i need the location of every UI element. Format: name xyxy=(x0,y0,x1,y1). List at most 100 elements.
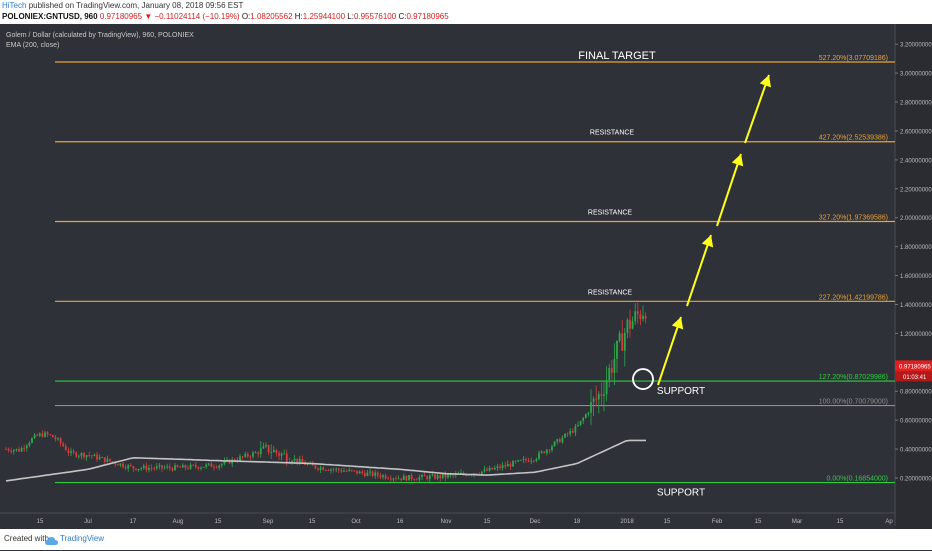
candle-body xyxy=(595,398,598,400)
candle-body xyxy=(535,458,538,461)
candle-body xyxy=(361,471,364,474)
candle-body xyxy=(506,464,509,467)
candle-body xyxy=(408,475,410,481)
candle-body xyxy=(405,475,408,481)
y-tick-label: 1.60000000 xyxy=(900,274,932,280)
candle-body xyxy=(202,466,205,468)
x-tick-label: Aug xyxy=(173,519,184,525)
candle-body xyxy=(93,454,96,457)
candle-body xyxy=(15,448,18,451)
candle-body xyxy=(421,474,423,478)
candle-body xyxy=(252,452,254,457)
x-tick-label: 16 xyxy=(397,519,404,525)
candle-body xyxy=(20,448,23,452)
ohlc-info: POLONIEX:GNTUSD, 960 0.97180965 ▼ −0.110… xyxy=(2,12,449,21)
candle-body xyxy=(527,460,530,462)
fib-level-label: 327.20%(1.97369586) xyxy=(819,215,888,222)
candle-body xyxy=(41,433,44,437)
candle-body xyxy=(109,458,111,462)
resistance-label: RESISTANCE xyxy=(588,289,633,296)
publish-info: HiTech published on TradingView.com, Jan… xyxy=(2,1,243,10)
open-label: O: xyxy=(241,12,251,21)
candle-body xyxy=(33,434,36,439)
x-tick-label: Dec xyxy=(530,519,541,525)
candle-body xyxy=(561,437,564,443)
candle-body xyxy=(639,314,642,320)
y-tick-label: 0.40000000 xyxy=(900,448,932,454)
candle-body xyxy=(436,475,439,479)
resistance-label: RESISTANCE xyxy=(588,210,633,217)
x-tick-label: 15 xyxy=(484,519,491,525)
candle-body xyxy=(119,463,122,466)
fib-level-label: 227.20%(1.42199786) xyxy=(819,294,888,301)
price-axis-panel xyxy=(895,24,932,529)
candle-body xyxy=(600,394,603,396)
candle-body xyxy=(174,465,176,471)
author-link[interactable]: HiTech xyxy=(2,1,27,10)
candle-body xyxy=(142,465,145,469)
candle-body xyxy=(103,457,106,462)
x-tick-label: 15 xyxy=(215,519,222,525)
close-value: 0.97180965 xyxy=(406,12,449,21)
candle-body xyxy=(379,475,382,478)
candle-body xyxy=(608,368,611,381)
x-tick-label: 15 xyxy=(309,519,316,525)
candle-body xyxy=(363,473,366,476)
y-tick-label: 2.40000000 xyxy=(900,158,932,164)
candle-body xyxy=(296,458,299,463)
candle-body xyxy=(7,449,10,451)
candle-body xyxy=(59,438,62,444)
candle-body xyxy=(54,437,57,440)
candle-body xyxy=(150,467,153,469)
fib-level-label: 527.20%(3.07709186) xyxy=(819,55,888,62)
candle-body xyxy=(431,474,434,476)
ema-line xyxy=(5,439,646,482)
candle-body xyxy=(210,463,213,467)
candle-body xyxy=(301,458,304,463)
candle-body xyxy=(244,453,247,457)
candle-body xyxy=(618,333,621,341)
candle-body xyxy=(631,321,634,329)
x-tick-label: 15 xyxy=(664,519,671,525)
high-value: 1.25944100 xyxy=(302,12,346,21)
y-tick-label: 2.20000000 xyxy=(900,187,932,193)
candle-body xyxy=(621,333,624,351)
candle-body xyxy=(569,430,572,435)
candle-body xyxy=(449,474,452,476)
candle-body xyxy=(127,465,130,469)
candle-body xyxy=(330,469,332,471)
candle-body xyxy=(610,368,613,373)
y-tick-label: 0.20000000 xyxy=(900,477,932,483)
candle-body xyxy=(322,467,325,471)
publish-date: published on TradingView.com, January 08… xyxy=(28,1,244,10)
candle-body xyxy=(220,463,223,466)
candle-body xyxy=(153,468,156,469)
price-chart[interactable]: 3.20000000 3.00000000 2.80000000 2.60000000… xyxy=(0,24,932,529)
candle-body xyxy=(509,464,512,467)
candle-body xyxy=(77,455,80,457)
tradingview-brand[interactable]: TradingView xyxy=(60,534,105,543)
candle-body xyxy=(101,457,104,458)
candle-body xyxy=(642,315,644,320)
candle-body xyxy=(213,466,215,468)
candle-body xyxy=(558,439,561,443)
candle-body xyxy=(343,470,345,472)
candle-body xyxy=(439,475,442,479)
open-value: 1.08205562 xyxy=(250,12,293,21)
high-label: H: xyxy=(294,12,303,21)
candle-body xyxy=(283,453,286,455)
down-arrow-icon: ▼ xyxy=(144,12,153,21)
candle-body xyxy=(415,479,418,481)
candle-body xyxy=(166,466,169,468)
candle-body xyxy=(356,470,358,474)
candle-body xyxy=(36,434,39,436)
projection-arrow xyxy=(716,153,742,227)
candle-body xyxy=(278,452,280,456)
candle-body xyxy=(317,468,319,470)
candle-body xyxy=(262,446,265,449)
chart-area[interactable]: 3.20000000 3.00000000 2.80000000 2.60000000… xyxy=(0,24,932,529)
support-circle xyxy=(632,368,654,390)
candle-body xyxy=(460,472,462,474)
candle-body xyxy=(62,443,65,447)
candle-body xyxy=(358,471,361,474)
